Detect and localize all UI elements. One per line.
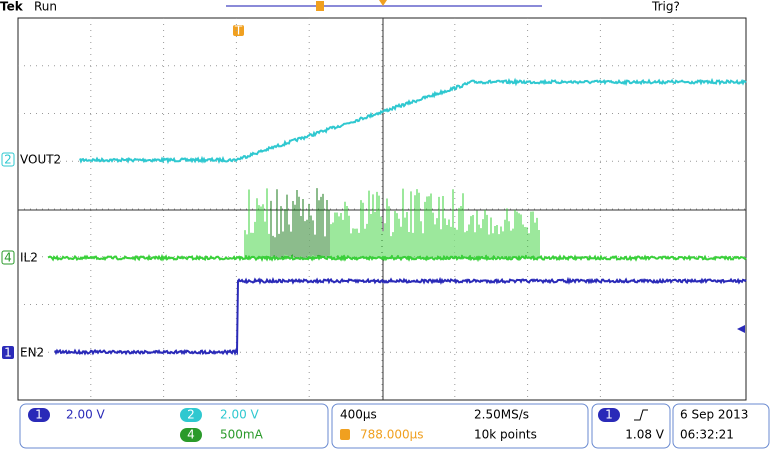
trigger-channel-badge <box>598 408 620 422</box>
ch1-number: 1 <box>35 408 43 422</box>
trigger-position-icon <box>340 429 350 440</box>
graticule <box>18 18 746 400</box>
il2-trace <box>47 253 747 263</box>
ch1-label: EN2 <box>20 346 44 360</box>
trigger-arrow <box>379 0 387 6</box>
trigger-channel: 1 <box>605 408 613 422</box>
trigger-slope-icon <box>634 409 648 421</box>
brand: Tek <box>0 0 24 14</box>
ch2-scale: 2.00 V <box>220 408 260 422</box>
ch4-badge <box>180 428 202 442</box>
trigger-position: 788.000µs <box>360 428 424 442</box>
horizontal-readout <box>331 403 589 449</box>
ch2-label: VOUT2 <box>20 153 61 167</box>
record-view <box>316 1 324 11</box>
timebase: 400µs <box>340 408 377 422</box>
ch4-number: 4 <box>187 428 195 442</box>
trigger-level: 1.08 V <box>625 428 665 442</box>
ch1-scale: 2.00 V <box>66 408 106 422</box>
date: 6 Sep 2013 <box>680 408 748 422</box>
trigger-position-marker <box>233 25 244 36</box>
ch1-marker-number: 1 <box>4 346 12 360</box>
ch4-marker-number: 4 <box>4 251 12 265</box>
trigger-status: Trig? <box>651 0 680 14</box>
ch1-badge <box>28 408 50 422</box>
sample-rate: 2.50MS/s <box>474 408 529 422</box>
ch2-marker-number: 2 <box>4 153 12 167</box>
time: 06:32:21 <box>680 428 734 442</box>
ch4-marker <box>1 250 15 265</box>
waveforms <box>47 77 747 356</box>
ch2-marker <box>1 152 15 167</box>
datetime-readout <box>672 403 770 449</box>
en2-trace <box>54 276 747 356</box>
record-length: 10k points <box>474 428 537 442</box>
ch2-number: 2 <box>187 408 195 422</box>
ch1-marker <box>2 346 14 359</box>
ch4-label: IL2 <box>20 251 38 265</box>
ch2-badge <box>180 408 202 422</box>
run-status: Run <box>34 0 57 14</box>
trigger-level-marker <box>737 325 745 333</box>
ch4-scale: 500mA <box>220 428 264 442</box>
vout2-trace <box>79 77 747 165</box>
vertical-readout <box>19 403 329 449</box>
trigger-marker: T <box>234 24 243 38</box>
